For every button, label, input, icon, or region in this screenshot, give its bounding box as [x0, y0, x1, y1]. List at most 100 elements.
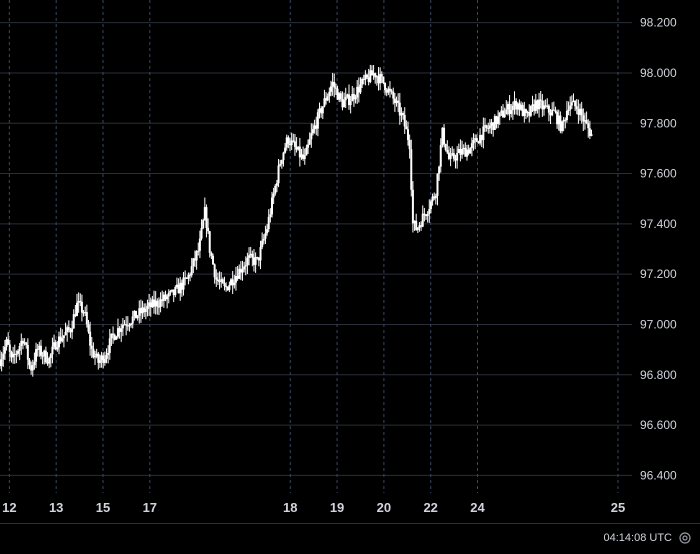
candle-body: [77, 301, 80, 303]
time-axis: 12 13 15 17 18 19 20 22 24 25: [2, 500, 625, 515]
candle-body: [382, 76, 385, 83]
candle-body: [64, 331, 67, 336]
candle-body: [420, 225, 423, 227]
candle-body: [423, 213, 426, 216]
candle-body: [485, 125, 488, 128]
candle-body: [464, 147, 467, 157]
candle-body: [228, 285, 231, 291]
candle-body: [153, 299, 156, 307]
candle-body: [461, 149, 464, 155]
candle-body: [434, 195, 437, 199]
candle-body: [308, 139, 311, 145]
candle-body: [331, 81, 334, 87]
candle-body: [28, 359, 31, 366]
candle-body: [521, 104, 524, 116]
candle-body: [321, 106, 324, 114]
candle-body: [429, 201, 432, 210]
candle-body: [118, 328, 121, 332]
candle-body: [305, 147, 308, 156]
candle-body: [567, 109, 570, 111]
candle-body: [580, 108, 583, 116]
candle-body: [213, 264, 216, 278]
utc-clock[interactable]: 04:14:08 UTC: [603, 532, 672, 544]
candle-body: [349, 101, 352, 106]
candle-body: [443, 127, 446, 144]
candle-body: [13, 353, 16, 355]
candle-body: [102, 355, 105, 363]
price-tick-label: 97.200: [640, 267, 677, 281]
candle-body: [295, 146, 298, 150]
candle-body: [157, 306, 160, 308]
candle-body: [112, 333, 115, 335]
candle-body: [275, 183, 278, 186]
candle-body: [393, 98, 396, 104]
candle-body: [221, 279, 224, 284]
candle-body: [472, 139, 475, 144]
candle-body: [177, 284, 180, 294]
candle-body: [282, 152, 285, 161]
candle-body: [390, 90, 393, 92]
time-scale[interactable]: 12 13 15 17 18 19 20 22 24 25: [0, 493, 632, 523]
candle-body: [289, 143, 292, 146]
candle-body: [277, 165, 280, 184]
candle-body: [31, 365, 34, 371]
candle-body: [346, 94, 349, 97]
candle-body: [241, 269, 244, 273]
candle-body: [144, 309, 147, 312]
candlestick-plot[interactable]: [0, 0, 632, 493]
candle-body: [200, 227, 203, 239]
price-tick-label: 96.800: [640, 368, 677, 382]
time-tick-label: 24: [470, 500, 485, 515]
candle-body: [575, 106, 578, 110]
candle-body: [87, 324, 90, 332]
candle-body: [54, 342, 57, 350]
candle-body: [303, 155, 306, 159]
candle-body: [326, 96, 329, 101]
candle-body: [528, 112, 531, 116]
candle-body: [444, 143, 447, 150]
candle-body: [249, 253, 252, 256]
candle-body: [269, 214, 272, 217]
candle-body: [44, 350, 47, 363]
candle-body: [167, 292, 170, 297]
candle-body: [572, 100, 575, 103]
candle-body: [192, 258, 195, 267]
candle-body: [318, 108, 321, 113]
candle-body: [549, 112, 552, 116]
candle-body: [533, 104, 536, 112]
candle-body: [505, 109, 508, 115]
candle-body: [336, 88, 339, 100]
candle-body: [154, 300, 157, 307]
candle-body: [159, 299, 162, 307]
candle-body: [366, 74, 369, 78]
settings-gear-icon[interactable]: [678, 531, 692, 545]
candle-body: [182, 277, 185, 290]
candle-body: [495, 116, 498, 125]
candle-body: [203, 207, 206, 221]
candle-body: [82, 312, 85, 314]
candle-body: [20, 340, 23, 346]
candle-body: [562, 119, 565, 122]
candle-body: [113, 334, 116, 340]
candle-body: [474, 138, 477, 140]
time-tick-label: 15: [96, 500, 110, 515]
candle-body: [3, 346, 6, 354]
price-scale[interactable]: 96.400 96.600 96.800 97.000 97.200 97.400 97.6…: [632, 0, 700, 493]
candle-body: [166, 296, 169, 300]
candle-body: [225, 286, 228, 288]
candle-body: [451, 153, 454, 155]
candle-body: [230, 279, 233, 286]
candle-body: [428, 209, 431, 214]
candle-body: [74, 314, 77, 316]
candle-body: [541, 100, 544, 110]
candle-body: [384, 82, 387, 91]
candle-body: [189, 274, 192, 276]
time-tick-label: 13: [49, 500, 63, 515]
candle-body: [538, 99, 541, 110]
candle-body: [579, 108, 582, 115]
chart-plot-area[interactable]: [0, 0, 632, 493]
candle-body: [413, 220, 416, 224]
time-tick-label: 19: [330, 500, 344, 515]
candle-body: [89, 331, 92, 346]
candle-body: [146, 306, 149, 310]
